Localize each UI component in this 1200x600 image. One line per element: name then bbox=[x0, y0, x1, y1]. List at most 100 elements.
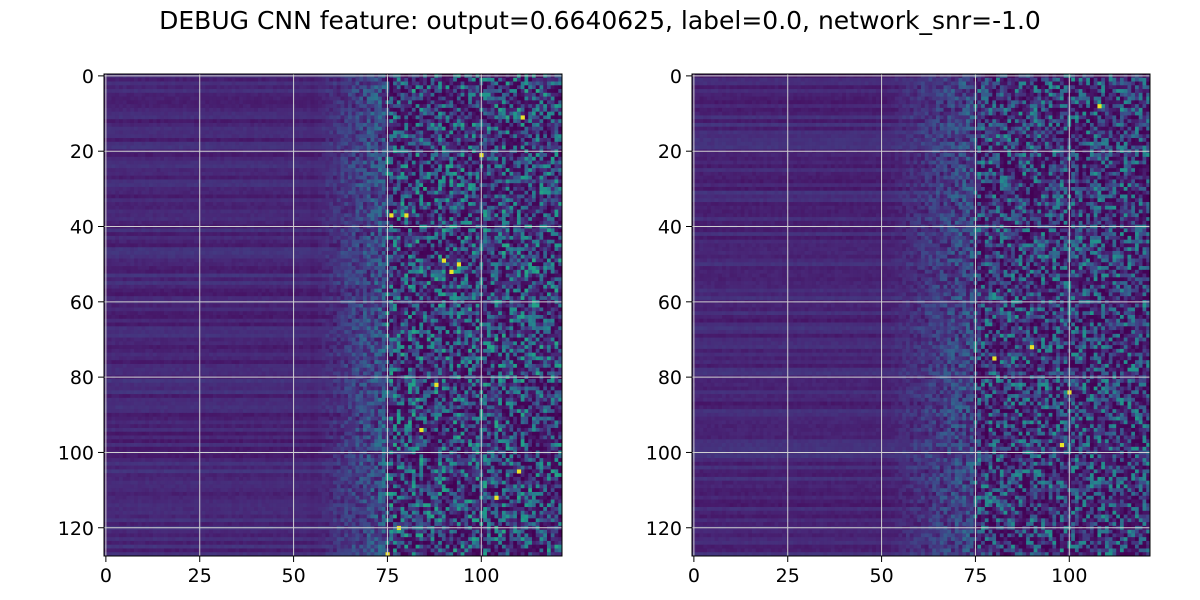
heatmap-cell bbox=[295, 186, 300, 192]
heatmap-cell bbox=[246, 175, 251, 180]
heatmap-cell bbox=[156, 134, 161, 139]
heatmap-cell bbox=[483, 145, 488, 150]
heatmap-cell bbox=[550, 107, 555, 113]
heatmap-cell bbox=[314, 130, 319, 135]
heatmap-cell bbox=[175, 220, 180, 226]
heatmap-cell bbox=[456, 179, 462, 184]
heatmap-cell bbox=[164, 126, 169, 131]
heatmap-cell bbox=[265, 220, 270, 226]
heatmap-cell bbox=[344, 92, 349, 97]
heatmap-cell bbox=[167, 85, 172, 90]
heatmap-cell bbox=[212, 119, 218, 124]
heatmap-cell bbox=[280, 96, 285, 101]
heatmap-cell bbox=[321, 186, 326, 192]
heatmap-cell bbox=[453, 77, 458, 82]
heatmap-cell bbox=[302, 202, 308, 207]
heatmap-cell bbox=[363, 104, 368, 109]
heatmap-cell bbox=[235, 104, 240, 109]
heatmap-cell bbox=[554, 145, 559, 150]
heatmap-cell bbox=[302, 77, 308, 82]
heatmap-cell bbox=[501, 217, 507, 222]
heatmap-cell bbox=[130, 175, 135, 180]
heatmap-cell bbox=[531, 160, 537, 165]
heatmap-cell bbox=[224, 220, 229, 226]
heatmap-cell bbox=[449, 141, 454, 146]
heatmap-cell bbox=[441, 205, 447, 210]
heatmap-cell bbox=[205, 194, 210, 199]
heatmap-cell bbox=[419, 104, 424, 109]
heatmap-cell bbox=[400, 115, 405, 120]
heatmap-cell bbox=[201, 220, 206, 226]
heatmap-cell bbox=[355, 145, 360, 150]
heatmap-cell bbox=[520, 104, 525, 109]
heatmap-cell bbox=[220, 209, 225, 214]
heatmap-cell bbox=[130, 126, 135, 131]
heatmap-cell bbox=[393, 85, 398, 90]
heatmap-cell bbox=[171, 126, 176, 131]
heatmap-cell bbox=[242, 213, 248, 218]
heatmap-cell bbox=[445, 107, 450, 113]
heatmap-cell bbox=[475, 205, 480, 210]
heatmap-cell bbox=[494, 209, 499, 214]
heatmap-cell bbox=[434, 217, 439, 222]
heatmap-cell bbox=[216, 100, 221, 105]
heatmap-cell bbox=[408, 145, 413, 150]
heatmap-cell bbox=[220, 81, 225, 86]
heatmap-cell bbox=[179, 115, 184, 120]
heatmap-cell bbox=[494, 119, 499, 124]
heatmap-cell bbox=[351, 85, 356, 90]
heatmap-cell bbox=[535, 190, 540, 195]
heatmap-cell bbox=[460, 126, 465, 131]
heatmap-cell bbox=[325, 213, 330, 218]
heatmap-cell bbox=[513, 209, 518, 214]
heatmap-cell bbox=[396, 126, 401, 131]
heatmap-cell bbox=[227, 168, 233, 173]
heatmap-cell bbox=[190, 96, 195, 101]
heatmap-cell bbox=[494, 186, 499, 192]
heatmap-cell bbox=[261, 190, 266, 195]
heatmap-cell bbox=[370, 141, 375, 146]
heatmap-cell bbox=[239, 164, 244, 169]
heatmap-cell bbox=[359, 130, 364, 135]
heatmap-cell bbox=[107, 217, 112, 222]
heatmap-cell bbox=[490, 81, 495, 86]
heatmap-cell bbox=[464, 168, 469, 173]
heatmap-cell bbox=[212, 186, 218, 192]
heatmap-cell bbox=[284, 92, 289, 97]
heatmap-cell bbox=[441, 141, 447, 146]
heatmap-cell bbox=[137, 202, 142, 207]
heatmap-cell bbox=[370, 217, 375, 222]
heatmap-cell bbox=[231, 164, 236, 169]
heatmap-cell bbox=[317, 220, 323, 226]
heatmap-cell bbox=[186, 119, 191, 124]
heatmap-cell bbox=[524, 220, 529, 226]
heatmap-cell bbox=[287, 198, 293, 203]
heatmap-cell bbox=[111, 130, 116, 135]
heatmap-cell bbox=[513, 122, 518, 128]
heatmap-cell bbox=[149, 100, 154, 105]
heatmap-cell bbox=[171, 179, 176, 184]
heatmap-cell bbox=[299, 217, 304, 222]
heatmap-cell bbox=[558, 194, 563, 199]
heatmap-cell bbox=[167, 134, 172, 139]
heatmap-cell bbox=[122, 126, 127, 131]
heatmap-cell bbox=[276, 213, 281, 218]
heatmap-cell bbox=[550, 96, 555, 101]
heatmap-cell bbox=[468, 160, 473, 165]
heatmap-cell bbox=[404, 77, 409, 82]
heatmap-cell bbox=[475, 81, 480, 86]
heatmap-cell bbox=[179, 202, 184, 207]
heatmap-cell bbox=[351, 89, 356, 94]
heatmap-cell bbox=[246, 183, 251, 188]
heatmap-cell bbox=[272, 209, 278, 214]
heatmap-cell bbox=[329, 175, 334, 180]
heatmap-cell bbox=[483, 92, 488, 97]
heatmap-cell bbox=[411, 186, 416, 192]
heatmap-cell bbox=[419, 115, 424, 120]
heatmap-cell bbox=[137, 89, 142, 94]
heatmap-cell bbox=[438, 107, 443, 113]
heatmap-cell bbox=[453, 194, 458, 199]
heatmap-cell bbox=[299, 156, 304, 162]
heatmap-cell bbox=[378, 153, 383, 158]
heatmap-cell bbox=[149, 153, 154, 158]
